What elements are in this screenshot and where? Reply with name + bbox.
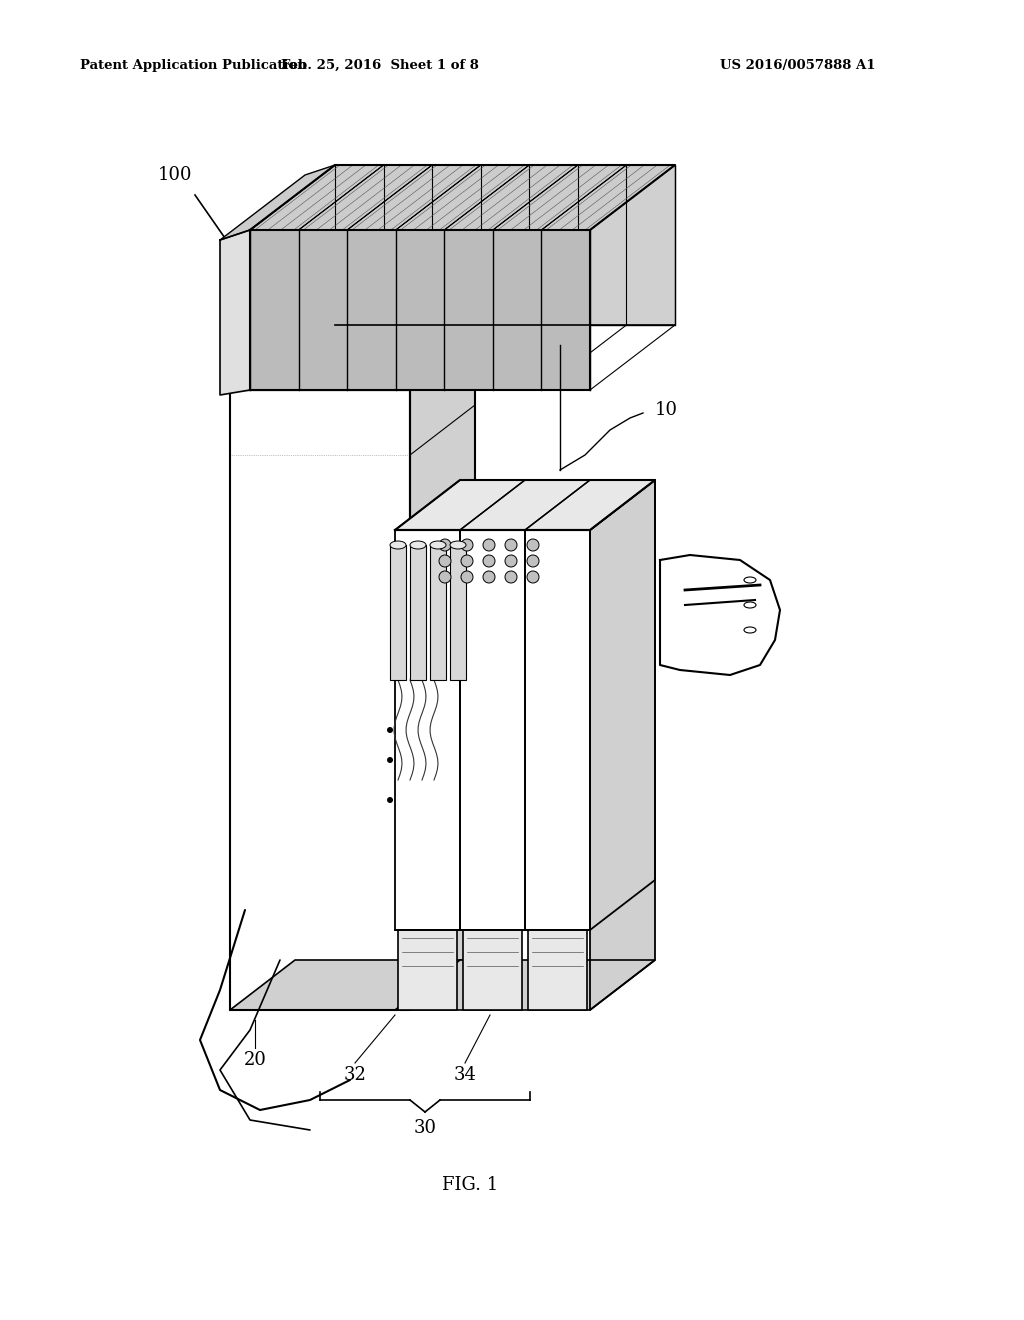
Polygon shape: [460, 531, 525, 931]
Polygon shape: [335, 165, 675, 325]
Circle shape: [527, 554, 539, 568]
Polygon shape: [230, 341, 475, 389]
Text: US 2016/0057888 A1: US 2016/0057888 A1: [720, 58, 876, 71]
Polygon shape: [299, 165, 432, 230]
Circle shape: [439, 554, 451, 568]
Polygon shape: [250, 165, 384, 230]
Polygon shape: [525, 480, 655, 531]
Circle shape: [483, 554, 495, 568]
Circle shape: [461, 539, 473, 550]
Circle shape: [439, 539, 451, 550]
Circle shape: [387, 727, 393, 733]
Polygon shape: [250, 230, 299, 389]
Polygon shape: [493, 230, 542, 389]
Text: 20: 20: [244, 1051, 266, 1069]
Polygon shape: [590, 480, 655, 931]
Text: FIG. 1: FIG. 1: [442, 1176, 498, 1195]
Circle shape: [483, 572, 495, 583]
Polygon shape: [230, 389, 410, 1010]
Polygon shape: [347, 230, 395, 389]
Polygon shape: [395, 230, 444, 389]
Bar: [430, 545, 446, 680]
Circle shape: [461, 572, 473, 583]
Circle shape: [439, 572, 451, 583]
Ellipse shape: [390, 541, 406, 549]
Polygon shape: [299, 230, 347, 389]
Polygon shape: [460, 480, 590, 531]
Text: 10: 10: [655, 401, 678, 418]
Polygon shape: [493, 165, 627, 230]
Polygon shape: [395, 165, 529, 230]
Text: 34: 34: [454, 1067, 476, 1084]
Text: 32: 32: [344, 1067, 367, 1084]
Ellipse shape: [410, 541, 426, 549]
Circle shape: [505, 572, 517, 583]
Text: Feb. 25, 2016  Sheet 1 of 8: Feb. 25, 2016 Sheet 1 of 8: [281, 58, 479, 71]
Polygon shape: [398, 931, 457, 1010]
Polygon shape: [347, 165, 480, 230]
Text: 100: 100: [158, 166, 193, 183]
Polygon shape: [444, 230, 493, 389]
Polygon shape: [410, 341, 475, 1010]
Text: Patent Application Publication: Patent Application Publication: [80, 58, 307, 71]
Polygon shape: [542, 230, 590, 389]
Polygon shape: [395, 480, 525, 531]
Circle shape: [505, 554, 517, 568]
Polygon shape: [463, 931, 522, 1010]
Polygon shape: [220, 165, 335, 240]
Circle shape: [505, 539, 517, 550]
Bar: [390, 545, 406, 680]
Ellipse shape: [450, 541, 466, 549]
Circle shape: [483, 539, 495, 550]
Polygon shape: [525, 531, 590, 931]
Polygon shape: [230, 960, 475, 1010]
Circle shape: [387, 797, 393, 803]
Circle shape: [527, 539, 539, 550]
Circle shape: [387, 756, 393, 763]
Polygon shape: [590, 480, 655, 1010]
Polygon shape: [660, 554, 780, 675]
Circle shape: [527, 572, 539, 583]
Polygon shape: [220, 230, 250, 395]
Polygon shape: [542, 165, 675, 230]
Polygon shape: [395, 531, 460, 931]
Circle shape: [461, 554, 473, 568]
Polygon shape: [528, 931, 587, 1010]
Bar: [450, 545, 466, 680]
Text: 30: 30: [414, 1119, 436, 1137]
Ellipse shape: [430, 541, 446, 549]
Bar: [410, 545, 426, 680]
Polygon shape: [395, 960, 655, 1010]
Polygon shape: [444, 165, 578, 230]
